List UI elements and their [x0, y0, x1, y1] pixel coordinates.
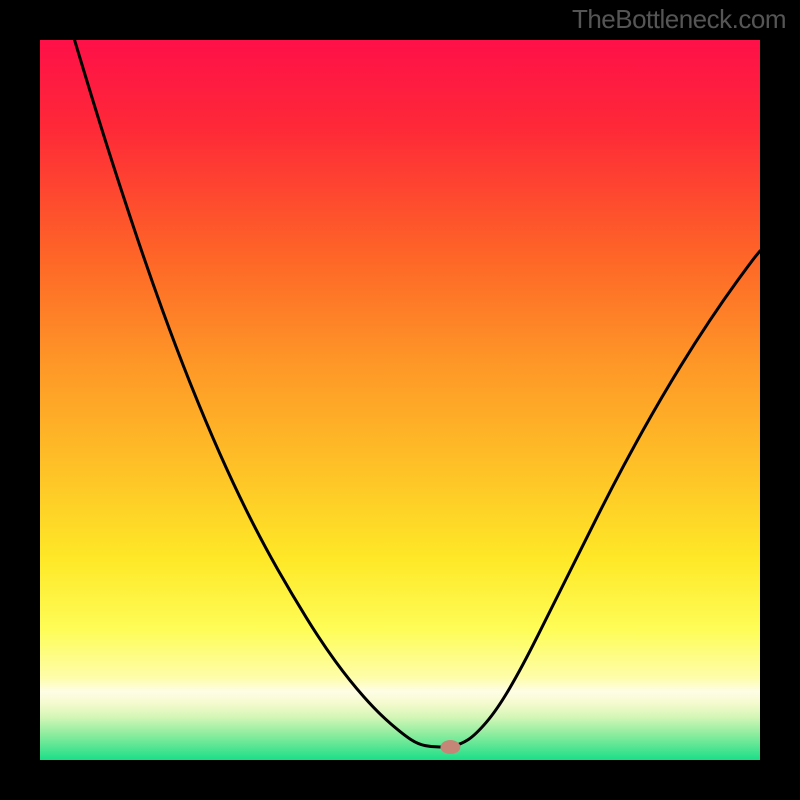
bottleneck-chart: [0, 0, 800, 800]
optimum-marker: [440, 740, 460, 754]
watermark-text: TheBottleneck.com: [572, 4, 786, 35]
plot-background: [40, 40, 760, 760]
